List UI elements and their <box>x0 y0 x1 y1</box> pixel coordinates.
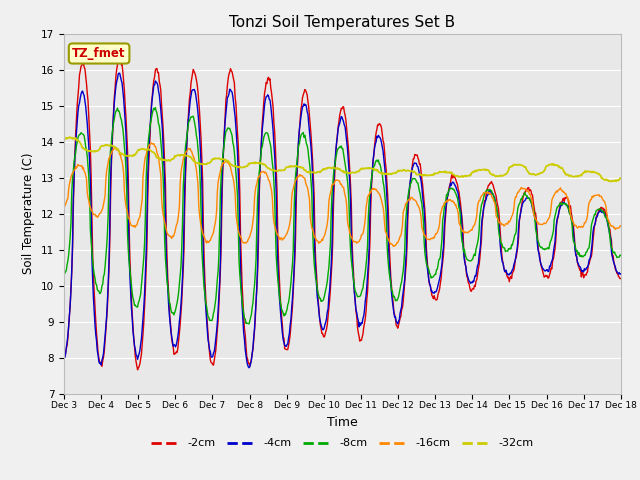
-4cm <box>428 288 436 294</box>
-32cm <box>60 137 68 143</box>
-8cm <box>60 273 68 278</box>
Line: -8cm: -8cm <box>64 108 621 324</box>
-4cm <box>245 365 253 371</box>
-8cm <box>245 321 253 327</box>
-16cm <box>412 198 419 204</box>
Legend: -2cm, -4cm, -8cm, -16cm, -32cm: -2cm, -4cm, -8cm, -16cm, -32cm <box>147 434 538 453</box>
-4cm <box>617 271 625 277</box>
-2cm <box>60 354 68 360</box>
-4cm <box>185 114 193 120</box>
-16cm <box>60 205 68 211</box>
Line: -16cm: -16cm <box>64 143 621 247</box>
-32cm <box>214 156 222 162</box>
X-axis label: Time: Time <box>327 416 358 429</box>
-2cm <box>412 152 419 158</box>
-8cm <box>127 281 135 287</box>
-8cm <box>70 158 78 164</box>
-8cm <box>428 274 436 280</box>
Line: -4cm: -4cm <box>64 73 621 368</box>
-8cm <box>214 268 222 274</box>
-16cm <box>148 140 156 146</box>
-32cm <box>65 134 73 140</box>
-4cm <box>412 160 419 166</box>
Text: TZ_fmet: TZ_fmet <box>72 47 126 60</box>
-4cm <box>60 354 68 360</box>
-32cm <box>185 153 193 159</box>
-32cm <box>71 136 79 142</box>
-4cm <box>70 175 78 181</box>
-32cm <box>428 172 435 178</box>
-16cm <box>617 223 625 228</box>
-2cm <box>186 96 193 102</box>
-8cm <box>617 252 625 258</box>
-2cm <box>428 292 436 298</box>
-16cm <box>214 179 222 185</box>
-16cm <box>428 236 436 241</box>
-2cm <box>134 367 141 372</box>
-16cm <box>185 146 193 152</box>
Line: -2cm: -2cm <box>64 55 621 370</box>
-32cm <box>128 153 136 159</box>
-16cm <box>70 168 78 173</box>
-8cm <box>185 119 193 125</box>
-2cm <box>128 310 136 316</box>
-8cm <box>412 177 419 182</box>
-2cm <box>70 174 78 180</box>
-4cm <box>214 308 222 313</box>
-32cm <box>411 169 419 175</box>
Y-axis label: Soil Temperature (C): Soil Temperature (C) <box>22 153 35 275</box>
-8cm <box>152 105 159 110</box>
-16cm <box>127 223 135 228</box>
-2cm <box>115 52 123 58</box>
-32cm <box>617 175 625 181</box>
-2cm <box>617 276 625 281</box>
Line: -32cm: -32cm <box>64 137 621 181</box>
Title: Tonzi Soil Temperatures Set B: Tonzi Soil Temperatures Set B <box>229 15 456 30</box>
-4cm <box>115 70 123 76</box>
-2cm <box>215 302 223 308</box>
-16cm <box>390 244 397 250</box>
-4cm <box>128 315 136 321</box>
-32cm <box>612 179 620 184</box>
